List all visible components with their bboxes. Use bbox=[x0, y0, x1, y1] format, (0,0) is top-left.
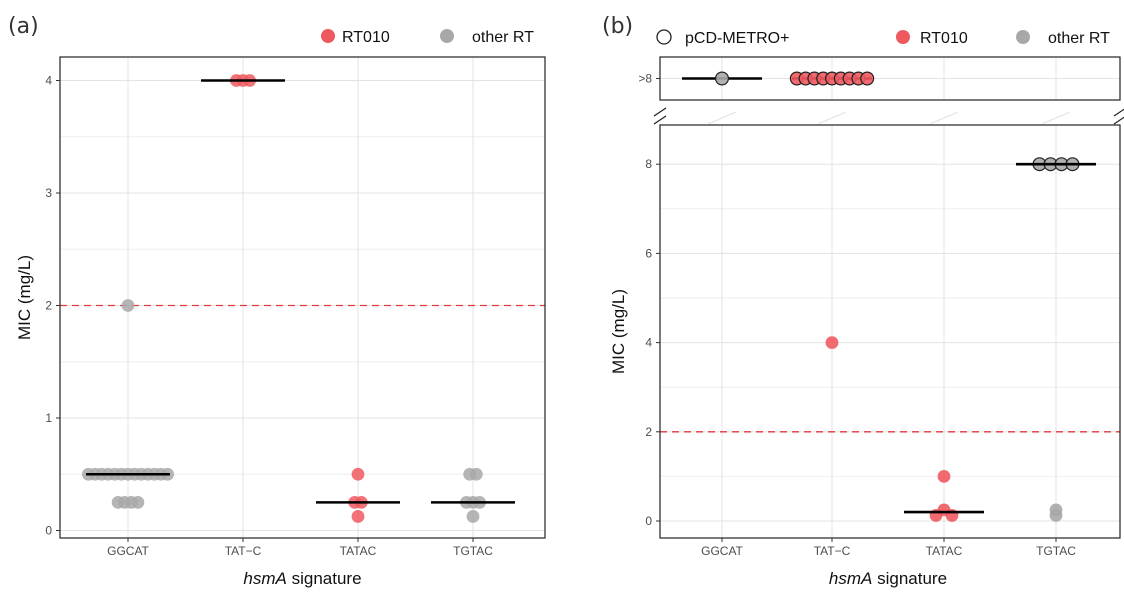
legend-label: RT010 bbox=[920, 30, 968, 47]
legend-key-other-rt bbox=[440, 29, 454, 43]
panel-b: (b) pCD-METRO+ RT010 other RT >8 0 2 4 6 8 GGCAT TA… bbox=[602, 14, 1124, 588]
panel-label-a: (a) bbox=[8, 14, 39, 39]
y-tick-label: 2 bbox=[45, 299, 52, 313]
legend-label: other RT bbox=[1048, 30, 1110, 47]
data-point bbox=[351, 510, 365, 523]
x-axis-title-rest: signature bbox=[287, 569, 362, 588]
x-axis-title: hsmA signature bbox=[829, 569, 947, 588]
axis-break-mark bbox=[653, 107, 667, 117]
axis-break-mark bbox=[653, 115, 667, 125]
panel-label-b: (b) bbox=[602, 14, 633, 39]
grid-break-mark bbox=[929, 111, 959, 125]
data-point bbox=[121, 299, 135, 312]
y-tick-label: 1 bbox=[45, 411, 52, 425]
x-axis-title-rest: signature bbox=[872, 569, 947, 588]
x-tick-label: TGTAC bbox=[453, 544, 493, 558]
x-axis-title-italic: hsmA bbox=[829, 569, 872, 588]
data-point bbox=[825, 336, 839, 349]
y-axis-title: MIC (mg/L) bbox=[609, 289, 628, 374]
y-tick-label: 0 bbox=[45, 524, 52, 538]
panel-a: (a) RT010 other RT 0 1 2 3 4 GGCAT TAT−C TATAC TGTA… bbox=[8, 14, 546, 588]
legend-key-other-rt bbox=[1016, 30, 1030, 44]
x-tick-label: GGCAT bbox=[107, 544, 149, 558]
plot-frame-bottom bbox=[659, 124, 1121, 539]
y-tick-label: 4 bbox=[645, 336, 652, 350]
x-tick-label: TAT−C bbox=[814, 544, 851, 558]
axis-break-gap bbox=[648, 101, 1124, 124]
x-axis-title: hsmA signature bbox=[243, 569, 361, 588]
x-axis-title-italic: hsmA bbox=[243, 569, 286, 588]
data-point bbox=[937, 470, 951, 483]
data-point-top bbox=[860, 71, 875, 86]
y-tick-label: 8 bbox=[645, 157, 652, 171]
axis-break-mark bbox=[1113, 116, 1124, 125]
grid-break-mark bbox=[817, 111, 847, 125]
x-tick-label: GGCAT bbox=[701, 544, 743, 558]
y-tick-label: 2 bbox=[645, 425, 652, 439]
x-tick-label: TATAC bbox=[926, 544, 963, 558]
data-point bbox=[351, 467, 365, 481]
data-point bbox=[469, 467, 483, 481]
legend-key-pcd-metro- bbox=[656, 29, 672, 45]
data-point bbox=[466, 510, 480, 523]
y-tick-label: 6 bbox=[645, 246, 652, 260]
x-tick-label: TGTAC bbox=[1036, 544, 1076, 558]
grid-break-mark bbox=[1041, 111, 1071, 125]
y-tick-label: 0 bbox=[645, 514, 652, 528]
x-tick-label: TAT−C bbox=[225, 544, 262, 558]
legend-key-rt010 bbox=[321, 29, 335, 43]
x-tick-label: TATAC bbox=[340, 544, 377, 558]
data-point-top bbox=[714, 71, 729, 86]
grid-break-mark bbox=[707, 111, 737, 125]
y-tick-label: 3 bbox=[45, 186, 52, 200]
y-tick-label: 4 bbox=[45, 74, 52, 88]
legend-label: other RT bbox=[472, 29, 534, 46]
legend-label: RT010 bbox=[342, 29, 390, 46]
plot-frame bbox=[59, 56, 546, 539]
data-point bbox=[1049, 509, 1063, 522]
y-axis-title: MIC (mg/L) bbox=[15, 255, 34, 340]
data-point bbox=[131, 495, 145, 509]
legend-key-rt010 bbox=[896, 30, 910, 44]
y-tick-label-top: >8 bbox=[638, 72, 652, 86]
axis-break-mark bbox=[1113, 108, 1124, 117]
legend-label: pCD-METRO+ bbox=[685, 30, 789, 47]
